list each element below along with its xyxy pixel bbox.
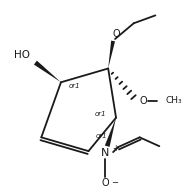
Text: or1: or1 xyxy=(95,111,106,117)
Polygon shape xyxy=(105,118,116,147)
Text: CH₃: CH₃ xyxy=(165,96,182,105)
Polygon shape xyxy=(108,41,115,68)
Text: or1: or1 xyxy=(69,83,80,89)
Text: −: − xyxy=(111,178,118,187)
Text: or1: or1 xyxy=(95,133,107,139)
Text: N: N xyxy=(101,148,109,158)
Text: +: + xyxy=(112,144,118,153)
Text: O: O xyxy=(101,178,109,188)
Polygon shape xyxy=(34,61,61,82)
Text: O: O xyxy=(112,29,120,39)
Text: O: O xyxy=(140,96,147,106)
Text: HO: HO xyxy=(14,50,30,60)
